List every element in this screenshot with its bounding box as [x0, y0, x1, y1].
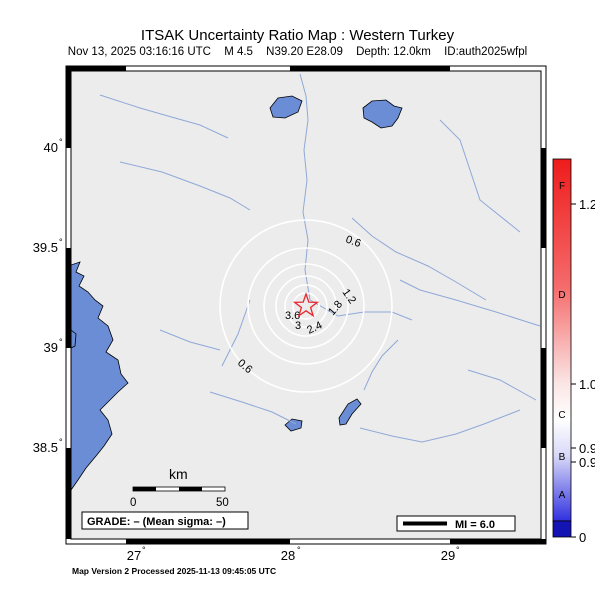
contour-label: 0.6 [344, 234, 362, 251]
svg-text:°: ° [59, 337, 63, 347]
colorbar-letter: C [558, 410, 565, 421]
svg-text:°: ° [297, 545, 301, 555]
lake-uluabat [362, 99, 403, 129]
event-magnitude: M 4.5 [224, 46, 253, 58]
lon-label: 28 [281, 548, 295, 563]
contour-ring [275, 275, 337, 337]
lon-label: 29 [441, 548, 455, 563]
event-datetime: Nov 13, 2025 03:16:16 UTC [67, 46, 211, 58]
mmi-legend-box [396, 515, 516, 532]
lat-label: 38.5 [33, 440, 58, 455]
lake-manyas [269, 95, 303, 119]
colorbar-letter: F [559, 181, 565, 192]
aegean-sea [71, 261, 129, 491]
svg-text:°: ° [59, 237, 63, 247]
scale-bar: km 0 50 [130, 466, 229, 509]
scale-unit: km [169, 466, 188, 482]
contour-label: 3.6 [285, 310, 300, 322]
event-id: ID:auth2025wfpl [444, 46, 528, 58]
contour-label: 3 [295, 320, 301, 332]
event-info: Nov 13, 2025 03:16:16 UTC M 4.5 N39.20 E… [0, 46, 595, 58]
lat-label: 39 [44, 340, 58, 355]
epicenter-star-icon [292, 292, 320, 318]
lat-label: 40 [44, 140, 58, 155]
contour-ring [263, 263, 349, 349]
island-west [71, 329, 77, 349]
svg-text:°: ° [59, 437, 63, 447]
map-title: ITSAK Uncertainty Ratio Map : Western Tu… [140, 27, 455, 44]
colorbar-letter: A [559, 490, 566, 501]
svg-text:°: ° [59, 137, 63, 147]
scale-tick-label: 50 [216, 497, 229, 509]
colorbar-letter: B [559, 452, 566, 463]
grade-text: GRADE: – (Mean sigma: –) [87, 516, 226, 528]
mmi-legend-text: MI = 6.0 [455, 519, 495, 531]
event-depth: Depth: 12.0km [356, 46, 431, 58]
colorbar-letter: D [558, 290, 565, 301]
colorbar-value: 1.2 [579, 197, 595, 212]
colorbar-value: 1.0 [579, 377, 595, 392]
svg-text:°: ° [142, 545, 146, 555]
grade-box [81, 511, 249, 530]
colorbar-value: 0 [579, 530, 586, 545]
colorbar-floor [552, 520, 572, 538]
map-frame [65, 65, 547, 545]
colorbar-value: 0.9 [579, 455, 595, 470]
contour-ring [284, 284, 328, 328]
svg-text:°: ° [456, 545, 460, 555]
contour-ring [219, 219, 393, 393]
processing-footer: Map Version 2 Processed 2025-11-13 09:45… [72, 566, 277, 576]
contour-ring [247, 247, 365, 365]
contour-label: 2.4 [305, 319, 324, 336]
lake-demirkopru [338, 398, 362, 426]
event-location: N39.20 E28.09 [266, 46, 343, 58]
lat-label: 39.5 [33, 240, 58, 255]
colorbar: F D C B A 1.2 1.0 0.9 0.9 0 [552, 158, 595, 545]
lake-marmara [284, 418, 303, 432]
colorbar-value: 0.9 [579, 441, 595, 456]
scale-tick-label: 0 [130, 497, 136, 509]
lon-label: 27 [127, 548, 141, 563]
map-land [71, 71, 541, 539]
